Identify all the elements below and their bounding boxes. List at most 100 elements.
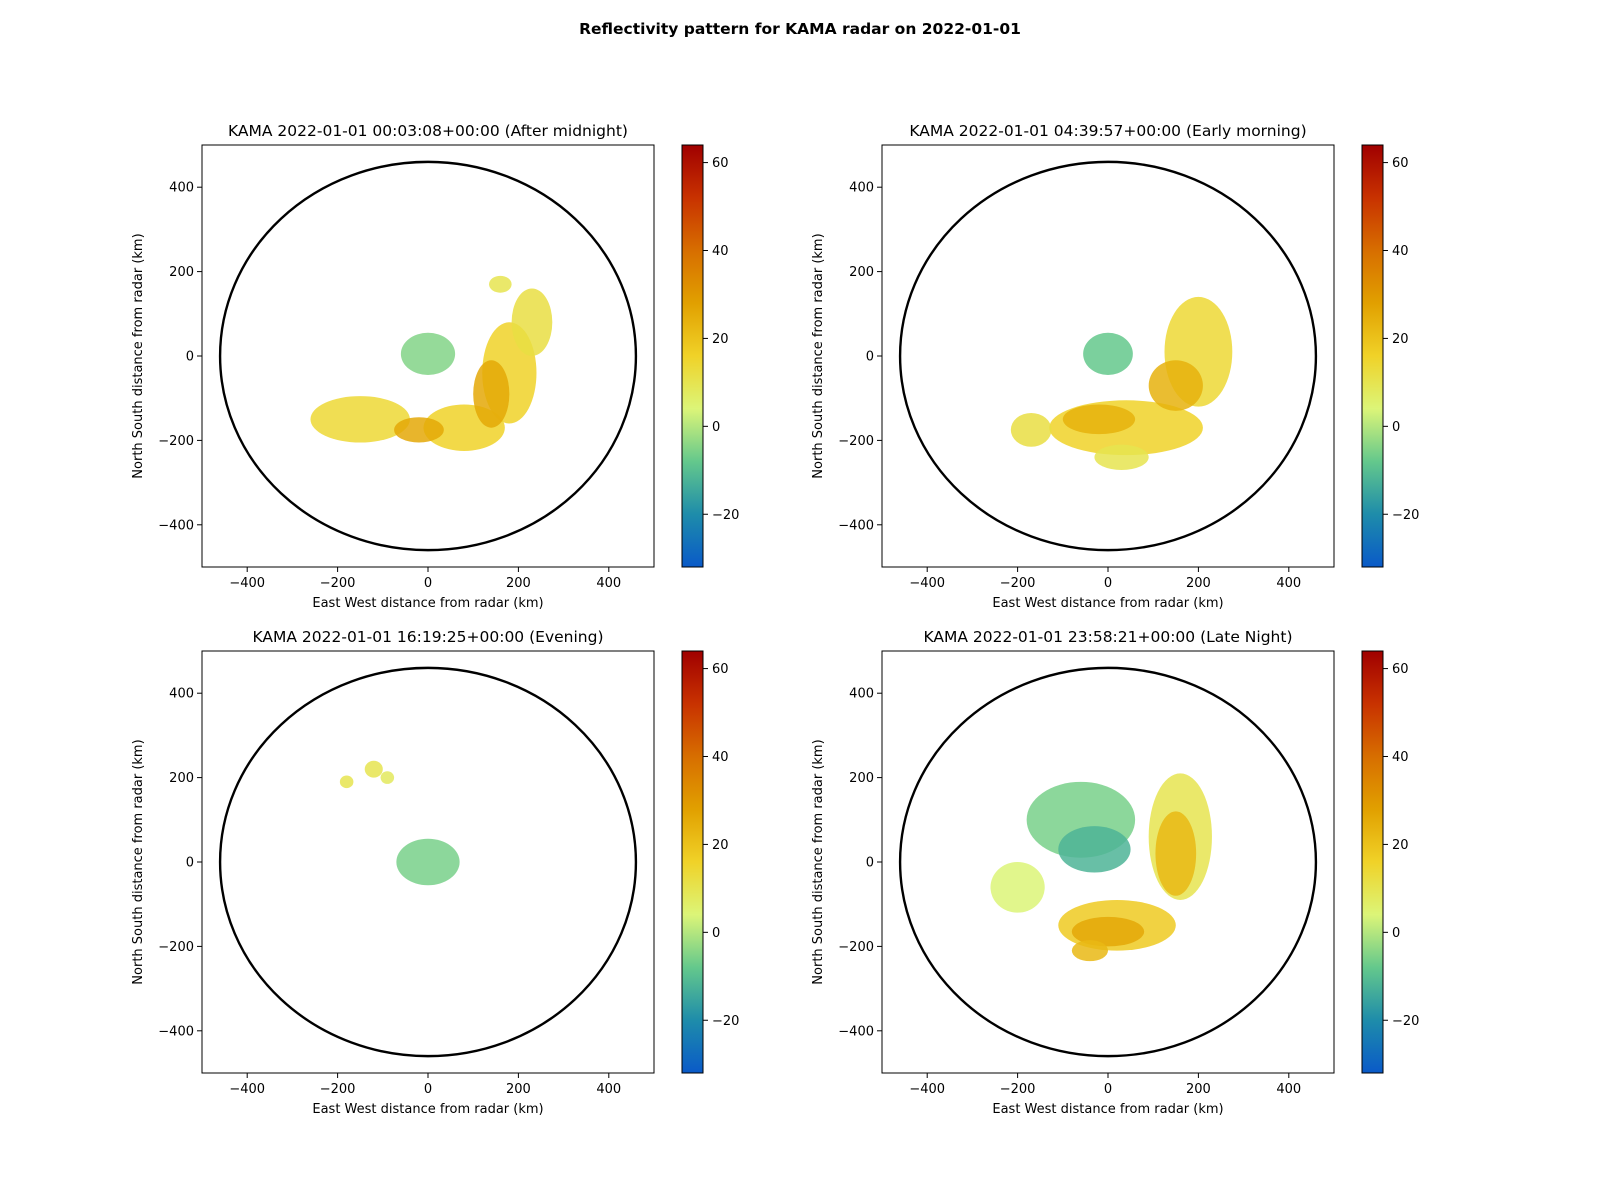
panel-title: KAMA 2022-01-01 23:58:21+00:00 (Late Nig… xyxy=(923,628,1292,646)
colorbar-tick-label: 40 xyxy=(712,750,729,765)
x-tick-label: 400 xyxy=(596,1082,621,1097)
reflectivity-echo xyxy=(394,417,444,443)
reflectivity-echo xyxy=(511,288,553,356)
y-tick-label: −400 xyxy=(838,518,874,533)
y-tick-label: 200 xyxy=(169,265,194,280)
colorbar-tick-label: −20 xyxy=(1392,508,1419,523)
colorbar-tick-label: 20 xyxy=(712,332,729,347)
colorbar: −20 0 20 40 60 xyxy=(681,144,739,568)
x-tick-label: 0 xyxy=(424,1082,432,1097)
echo-layer xyxy=(1010,296,1233,470)
reflectivity-echo xyxy=(473,360,510,428)
x-tick-label: 200 xyxy=(1186,1082,1211,1097)
colorbar-tick-label: 0 xyxy=(1392,420,1400,435)
colorbar: −20 0 20 40 60 xyxy=(1361,144,1419,568)
echo-layer xyxy=(990,773,1212,962)
reflectivity-echo xyxy=(990,862,1045,913)
y-tick-label: −200 xyxy=(838,940,874,955)
colorbar: −20 0 20 40 60 xyxy=(681,650,739,1074)
y-axis-label: North South distance from radar (km) xyxy=(811,739,826,984)
x-tick-label: 0 xyxy=(424,576,432,591)
y-tick-label: 400 xyxy=(169,687,194,702)
reflectivity-echo xyxy=(489,275,512,293)
panel-title: KAMA 2022-01-01 04:39:57+00:00 (Early mo… xyxy=(909,122,1306,140)
colorbar-tick-label: 60 xyxy=(1392,156,1409,171)
reflectivity-echo xyxy=(339,775,354,789)
reflectivity-echo xyxy=(396,838,460,886)
colorbar-tick-label: 40 xyxy=(712,244,729,259)
x-tick-label: 200 xyxy=(1186,576,1211,591)
x-tick-label: −200 xyxy=(1000,576,1036,591)
colorbar-tick-label: 20 xyxy=(712,838,729,853)
y-tick-label: −200 xyxy=(838,434,874,449)
x-tick-label: −200 xyxy=(320,576,356,591)
x-tick-label: −400 xyxy=(229,1082,265,1097)
colorbar-tick-label: 60 xyxy=(712,156,729,171)
y-tick-label: −400 xyxy=(158,1024,194,1039)
y-tick-label: 0 xyxy=(186,856,194,871)
reflectivity-echo xyxy=(1071,940,1109,962)
y-tick-label: 400 xyxy=(849,181,874,196)
y-tick-label: 0 xyxy=(866,856,874,871)
x-axis-label: East West distance from radar (km) xyxy=(992,596,1223,611)
x-tick-label: −400 xyxy=(909,576,945,591)
x-tick-label: −200 xyxy=(1000,1082,1036,1097)
colorbar: −20 0 20 40 60 xyxy=(1361,650,1419,1074)
colorbar-tick-label: −20 xyxy=(1392,1014,1419,1029)
x-axis-label: East West distance from radar (km) xyxy=(312,1102,543,1117)
y-tick-label: −200 xyxy=(158,434,194,449)
y-tick-label: −400 xyxy=(158,518,194,533)
colorbar-tick-label: 60 xyxy=(1392,662,1409,677)
colorbar-gradient xyxy=(681,144,704,568)
colorbar-tick-label: −20 xyxy=(712,508,739,523)
x-tick-label: 0 xyxy=(1104,1082,1112,1097)
x-tick-label: 0 xyxy=(1104,576,1112,591)
colorbar-gradient xyxy=(1361,144,1384,568)
colorbar-tick-label: 20 xyxy=(1392,838,1409,853)
reflectivity-echo xyxy=(1148,360,1203,411)
x-tick-label: −200 xyxy=(320,1082,356,1097)
colorbar-tick-label: 0 xyxy=(1392,926,1400,941)
reflectivity-echo xyxy=(1071,916,1145,947)
colorbar-tick-label: 40 xyxy=(1392,750,1409,765)
reflectivity-echo xyxy=(1062,404,1136,435)
echo-layer xyxy=(310,275,553,451)
x-tick-label: −400 xyxy=(229,576,265,591)
figure-title: Reflectivity pattern for KAMA radar on 2… xyxy=(579,20,1021,38)
reflectivity-echo xyxy=(1010,412,1052,447)
range-ring xyxy=(218,160,638,552)
y-tick-label: 200 xyxy=(169,771,194,786)
colorbar-tick-label: 0 xyxy=(712,926,720,941)
y-axis-label: North South distance from radar (km) xyxy=(811,233,826,478)
x-tick-label: 200 xyxy=(506,576,531,591)
colorbar-gradient xyxy=(681,650,704,1074)
reflectivity-echo xyxy=(400,332,456,375)
reflectivity-echo xyxy=(364,760,383,778)
x-axis-label: East West distance from radar (km) xyxy=(312,596,543,611)
y-tick-label: 400 xyxy=(849,687,874,702)
colorbar-gradient xyxy=(1361,650,1384,1074)
reflectivity-echo xyxy=(1083,332,1133,375)
reflectivity-echo xyxy=(1094,444,1149,470)
panel-title: KAMA 2022-01-01 00:03:08+00:00 (After mi… xyxy=(228,122,628,140)
y-tick-label: 0 xyxy=(186,350,194,365)
reflectivity-echo xyxy=(1155,811,1197,896)
y-tick-label: −400 xyxy=(838,1024,874,1039)
x-tick-label: 400 xyxy=(596,576,621,591)
colorbar-tick-label: −20 xyxy=(712,1014,739,1029)
x-axis-label: East West distance from radar (km) xyxy=(992,1102,1223,1117)
colorbar-tick-label: 20 xyxy=(1392,332,1409,347)
x-tick-label: 200 xyxy=(506,1082,531,1097)
colorbar-tick-label: 0 xyxy=(712,420,720,435)
range-ring xyxy=(898,666,1318,1058)
reflectivity-echo xyxy=(1058,826,1131,873)
reflectivity-echo xyxy=(380,771,395,784)
colorbar-tick-label: 60 xyxy=(712,662,729,677)
range-ring xyxy=(898,160,1318,552)
y-tick-label: −200 xyxy=(158,940,194,955)
